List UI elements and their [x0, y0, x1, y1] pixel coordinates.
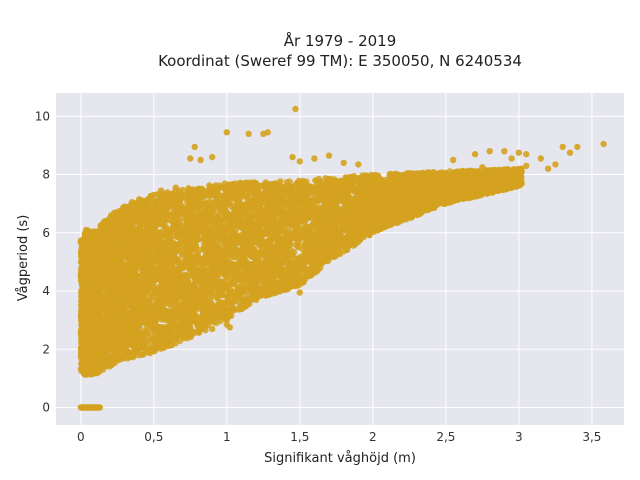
data-point — [286, 178, 293, 185]
chart-title: År 1979 - 2019 — [284, 31, 397, 50]
chart-subtitle: Koordinat (Sweref 99 TM): E 350050, N 62… — [158, 52, 522, 70]
data-layer — [77, 105, 607, 411]
data-point — [262, 179, 269, 186]
